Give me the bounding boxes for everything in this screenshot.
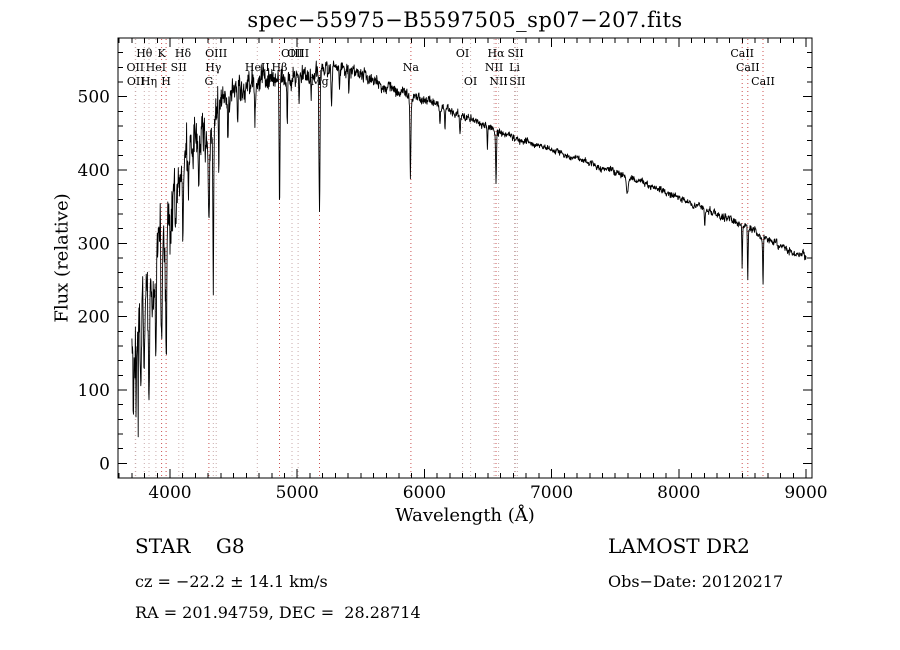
spectral-line-label: Hγ: [205, 61, 222, 74]
y-axis-label: Flux (relative): [51, 193, 73, 323]
spectral-line-label: Hα: [487, 47, 505, 60]
y-tick-label: 200: [78, 308, 110, 328]
spectral-line-label: OIII: [287, 47, 309, 60]
spectral-line-label: SII: [171, 61, 187, 74]
survey-label: LAMOST DR2: [608, 534, 750, 558]
spectral-line-label: OII: [127, 75, 145, 88]
x-tick-label: 5000: [276, 483, 319, 503]
spectral-line-label: OIII: [205, 47, 227, 60]
plot-title: spec−55975−B5597505_sp07−207.fits: [247, 8, 683, 32]
spectral-line-label: Na: [403, 61, 420, 74]
spectral-line-label: Hδ: [175, 47, 192, 60]
x-tick-label: 6000: [403, 483, 446, 503]
spectral-line-label: SII: [507, 47, 523, 60]
ra-dec-value: RA = 201.94759, DEC = 28.28714: [135, 603, 421, 622]
spectral-line-label: CaII: [736, 61, 760, 74]
x-axis-label: Wavelength (Å): [395, 505, 535, 526]
spectral-line-label: NII: [485, 61, 503, 74]
y-tick-label: 400: [78, 161, 110, 181]
y-tick-label: 300: [78, 234, 110, 254]
spectral-line-label: NII: [489, 75, 507, 88]
x-tick-label: 8000: [657, 483, 700, 503]
x-tick-label: 4000: [148, 483, 191, 503]
spectral-line-label: G: [205, 75, 214, 88]
spectral-line-label: OII: [126, 61, 144, 74]
spectrum-trace: [131, 60, 807, 438]
spectral-line-label: Li: [509, 61, 520, 74]
spectral-line-label: Hβ: [272, 61, 288, 74]
obs-date-value: Obs−Date: 20120217: [608, 572, 784, 591]
spectral-line-label: OIII: [281, 47, 303, 60]
y-tick-label: 100: [78, 381, 110, 401]
x-tick-label: 7000: [530, 483, 573, 503]
object-class-label: STAR G8: [135, 534, 245, 558]
spectral-line-label: Hη: [141, 75, 157, 88]
spectral-line-label: H: [161, 75, 171, 88]
spectral-line-label: HeI: [146, 61, 166, 74]
spectral-line-label: CaII: [751, 75, 775, 88]
spectral-line-label: OI: [464, 75, 477, 88]
spectral-line-label: K: [157, 47, 166, 60]
x-tick-label: 9000: [784, 483, 827, 503]
cz-value: cz = −22.2 ± 14.1 km/s: [135, 572, 328, 591]
y-tick-label: 500: [78, 88, 110, 108]
spectral-line-label: Hθ: [136, 47, 153, 60]
spectral-line-label: CaII: [730, 47, 754, 60]
spectral-line-label: SII: [509, 75, 525, 88]
spectral-line-label: OI: [456, 47, 469, 60]
y-tick-label: 0: [99, 454, 110, 474]
